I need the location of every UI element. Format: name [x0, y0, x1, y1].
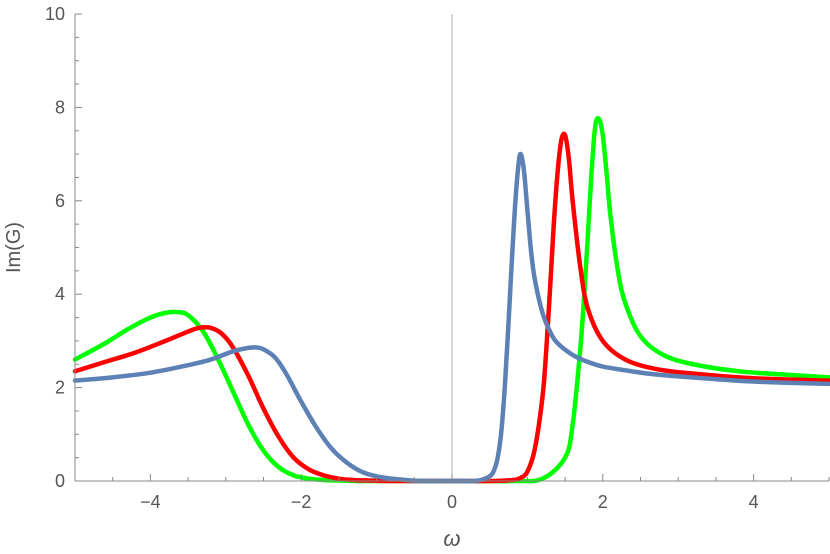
y-tick-label: 0 — [55, 471, 65, 491]
y-axis-label: Im(G) — [3, 222, 25, 273]
x-tick-label: −4 — [140, 492, 161, 512]
y-tick-label: 6 — [55, 191, 65, 211]
x-tick-label: −2 — [291, 492, 312, 512]
axes: −4 −2 0 2 4 0 2 4 6 8 10 — [45, 4, 830, 512]
y-tick-label: 4 — [55, 284, 65, 304]
y-tick-label: 2 — [55, 378, 65, 398]
x-axis-label: ω — [443, 526, 460, 551]
y-tick-label: 10 — [45, 4, 65, 24]
x-tick-label: 0 — [447, 492, 457, 512]
series-line-3 — [72, 151, 830, 484]
y-tick-label: 8 — [55, 97, 65, 117]
x-tick-label: 4 — [749, 492, 759, 512]
series-line-2 — [72, 131, 830, 484]
x-tick-label: 2 — [598, 492, 608, 512]
